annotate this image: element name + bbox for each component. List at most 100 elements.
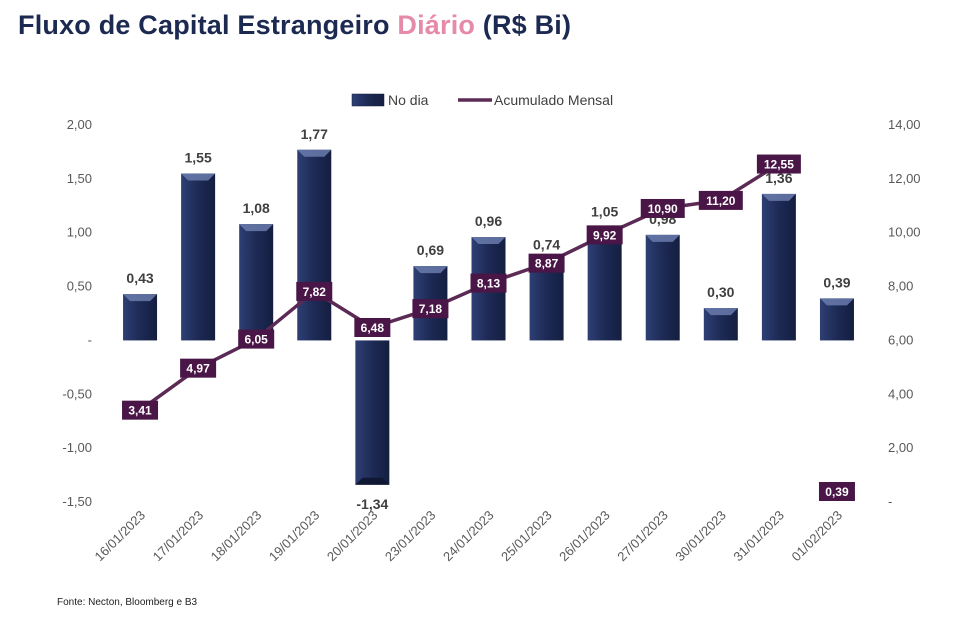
chart-title-main: Fluxo de Capital Estrangeiro	[18, 10, 398, 40]
bar-label-8: 1,05	[591, 203, 618, 219]
bar-label-1: 1,55	[184, 149, 211, 165]
bar-bevel-4	[355, 477, 390, 485]
line-label-box-0	[122, 400, 159, 420]
x-axis-tick-label: 16/01/2023	[92, 508, 149, 565]
bar-bevel-0	[123, 294, 158, 302]
bar-1	[181, 173, 216, 341]
right-axis-tick-label: 10,00	[888, 225, 921, 240]
bar-label-10: 0,30	[707, 284, 734, 300]
bar-label-2: 1,08	[243, 200, 270, 216]
bar-7	[529, 260, 564, 341]
line-label-box-8	[586, 225, 623, 245]
bar-2	[239, 224, 274, 341]
bar-label-5: 0,69	[417, 242, 444, 258]
bar-labels: 0,431,551,081,77-1,340,690,960,741,05 0,9…	[126, 126, 850, 512]
line-label-0: 3,41	[128, 404, 152, 418]
line-label-12: 0,39	[825, 485, 849, 499]
right-axis-tick-label: -	[888, 494, 892, 509]
line-label-box-11	[756, 154, 801, 174]
line-label-box-7	[528, 253, 565, 273]
line-label-box-3	[296, 281, 333, 301]
bar-bevel-1	[181, 173, 216, 181]
line-label-box-6	[470, 273, 507, 293]
bar-8	[587, 227, 622, 341]
x-axis-tick-label: 01/02/2023	[788, 508, 845, 565]
right-axis-tick-label: 4,00	[888, 386, 913, 401]
bar-label-3: 1,77	[301, 126, 328, 142]
line-label-7: 8,87	[535, 257, 559, 271]
x-axis-tick-label: 23/01/2023	[382, 508, 439, 565]
legend-bar-swatch	[351, 93, 385, 107]
line-label-box-2	[238, 329, 275, 349]
bar-label-12: 0,39	[823, 274, 850, 290]
bar-bevel-9	[645, 234, 680, 242]
bar-label-7: 0,74	[533, 237, 560, 253]
left-axis-tick-label: 1,50	[67, 171, 92, 186]
line-label-box-9	[640, 198, 685, 218]
chart-legend: No dia Acumulado Mensal	[351, 92, 613, 108]
right-axis-tick-label: 8,00	[888, 279, 913, 294]
left-axis-tick-label: -1,50	[62, 494, 92, 509]
line-label-box-5	[412, 299, 449, 319]
bar-bevel-12	[819, 298, 854, 306]
chart-title-highlight: Diário	[397, 10, 476, 40]
x-axis-tick-label: 19/01/2023	[266, 508, 323, 565]
line-label-11: 12,55	[764, 158, 794, 172]
line-label-box-12	[818, 481, 855, 501]
x-axis-tick-label: 27/01/2023	[614, 508, 671, 565]
bar-label-0: 0,43	[126, 270, 153, 286]
line-label-6: 8,13	[477, 277, 501, 291]
line-label-10: 11,20	[706, 194, 736, 208]
bar-bevel-6	[471, 237, 506, 245]
x-axis-tick-label: 18/01/2023	[208, 508, 265, 565]
x-axis-tick-label: 25/01/2023	[498, 508, 555, 565]
left-axis-tick-label: 1,00	[67, 225, 92, 240]
source-note: Fonte: Necton, Bloomberg e B3	[57, 597, 198, 608]
line-label-4: 6,48	[361, 321, 385, 335]
bar-bevel-11	[761, 193, 796, 201]
left-axis-tick-label: 2,00	[67, 117, 92, 132]
right-axis-tick-label: 6,00	[888, 332, 913, 347]
bar-bevel-3	[297, 149, 332, 157]
bar-bevel-10	[703, 308, 738, 316]
left-axis-tick-label: 0,50	[67, 279, 92, 294]
right-axis-tick-label: 12,00	[888, 171, 921, 186]
x-axis: 16/01/2023 17/01/2023 18/01/2023 19/01/2023…	[92, 508, 846, 565]
x-axis-tick-label: 26/01/2023	[556, 508, 613, 565]
x-axis-tick-label: 24/01/2023	[440, 508, 497, 565]
line-label-2: 6,05	[245, 333, 269, 347]
bar-0	[123, 294, 158, 341]
bar-series	[123, 149, 854, 485]
bar-9	[645, 234, 680, 341]
bar-4	[355, 340, 390, 485]
left-axis-tick-label: -1,00	[62, 440, 92, 455]
legend-label-acumulado: Acumulado Mensal	[494, 92, 613, 108]
chart-title: Fluxo de Capital Estrangeiro Diário (R$ …	[18, 10, 571, 41]
left-axis: 2,00 1,50 1,00 0,50 - -0,50 -1,00 -1,50	[62, 117, 92, 509]
line-label-3: 7,82	[303, 285, 327, 299]
left-axis-tick-label: -	[88, 332, 92, 347]
right-axis: 14,00 12,00 10,00 8,00 6,00 4,00 2,00 -	[888, 117, 921, 509]
bar-label-6: 0,96	[475, 213, 502, 229]
legend-label-no-dia: No dia	[388, 92, 429, 108]
chart-title-suffix: (R$ Bi)	[475, 10, 572, 40]
bar-bevel-2	[239, 224, 274, 232]
line-label-box-4	[354, 318, 391, 338]
left-axis-tick-label: -0,50	[62, 386, 92, 401]
line-label-8: 9,92	[593, 228, 617, 242]
line-label-box-1	[180, 358, 217, 378]
x-axis-tick-label: 20/01/2023	[324, 508, 381, 565]
x-axis-tick-label: 30/01/2023	[672, 508, 729, 565]
line-label-9: 10,90	[648, 202, 678, 216]
bar-11	[761, 193, 796, 341]
right-axis-tick-label: 2,00	[888, 440, 913, 455]
bar-label-4: -1,34	[356, 496, 388, 512]
x-axis-tick-label: 31/01/2023	[730, 508, 787, 565]
line-label-1: 4,97	[186, 362, 210, 376]
line-label-5: 7,18	[419, 302, 443, 316]
bar-12	[819, 298, 854, 341]
line-label-box-10	[698, 190, 743, 210]
x-axis-tick-label: 17/01/2023	[150, 508, 207, 565]
line-labels: 3,41 4,97 6,05 7,82 6,48 7,18 8,13 8,87 9,92 10,9…	[122, 154, 855, 501]
